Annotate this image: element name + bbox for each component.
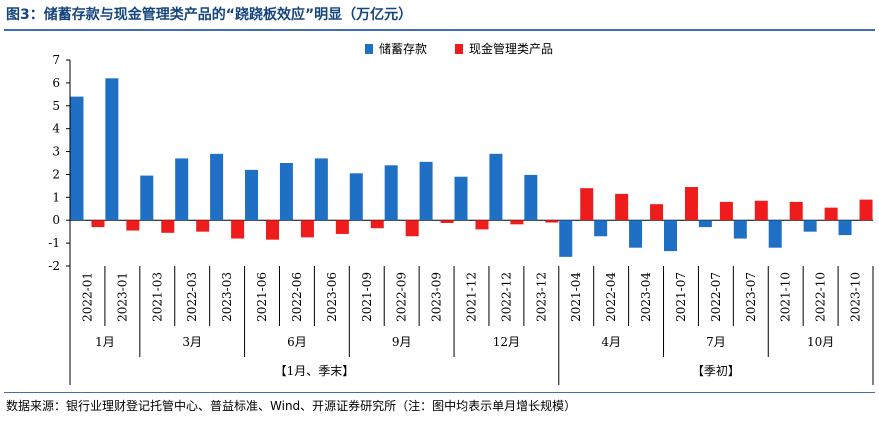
x-tick-label: 2021-07 — [674, 272, 688, 322]
x-tick-label: 2022-01 — [80, 272, 94, 322]
bar-cash — [859, 199, 873, 221]
bar-deposit — [349, 173, 363, 221]
month-group-label: 10月 — [807, 335, 834, 349]
bar-cash — [684, 187, 698, 221]
bar-deposit — [454, 176, 468, 221]
bar-deposit — [105, 78, 119, 221]
y-tick-label: 6 — [52, 76, 60, 90]
bar-deposit — [698, 220, 712, 228]
source-note: 数据来源：银行业理财登记托管中心、普益标准、Wind、开源证券研究所（注：图中均… — [6, 399, 577, 413]
bar-deposit — [175, 158, 189, 221]
x-tick-label: 2023-07 — [744, 272, 758, 322]
month-group-label: 7月 — [706, 335, 726, 349]
chart-title: 图3：储蓄存款与现金管理类产品的“跷跷板效应”明显（万亿元） — [6, 7, 413, 23]
month-group-label: 3月 — [182, 335, 202, 349]
bar-deposit — [663, 220, 677, 252]
bar-cash — [370, 220, 384, 229]
y-tick-label: 4 — [52, 122, 60, 136]
x-tick-label: 2023-09 — [430, 272, 444, 322]
legend-swatch-deposit — [365, 44, 373, 54]
x-tick-label: 2022-10 — [814, 272, 828, 322]
bar-cash — [91, 220, 105, 228]
y-tick-label: 0 — [52, 213, 60, 227]
title-rule — [4, 29, 875, 31]
bar-deposit — [314, 158, 328, 221]
bar-deposit — [210, 153, 224, 221]
bar-deposit — [489, 153, 503, 221]
bar-cash — [161, 220, 175, 233]
bar-deposit — [803, 220, 817, 232]
legend-swatch-cash — [455, 44, 463, 54]
y-tick-label: 7 — [52, 53, 60, 67]
bar-cash — [196, 220, 210, 232]
bar-cash — [126, 220, 140, 231]
bar-cash — [510, 220, 524, 225]
bar-cash — [580, 188, 594, 221]
bar-cash — [719, 201, 733, 221]
bar-cash — [650, 204, 664, 221]
bar-deposit — [140, 175, 154, 221]
x-tick-label: 2023-01 — [115, 272, 129, 322]
x-tick-label: 2022-07 — [709, 272, 723, 322]
bar-cash — [440, 220, 454, 223]
month-group-label: 4月 — [601, 335, 621, 349]
x-tick-label: 2022-09 — [395, 272, 409, 322]
bar-deposit — [559, 220, 573, 257]
x-tick-label: 2022-04 — [604, 272, 618, 322]
bar-deposit — [70, 96, 84, 221]
y-tick-label: 2 — [52, 167, 60, 181]
y-tick-label: 5 — [52, 99, 60, 113]
bar-deposit — [733, 220, 747, 239]
x-tick-label: 2022-03 — [185, 272, 199, 322]
bar-cash — [335, 220, 349, 234]
y-tick-label: -2 — [48, 259, 60, 273]
source-rule — [4, 392, 875, 393]
x-tick-label: 2022-12 — [499, 272, 513, 322]
bar-deposit — [384, 165, 398, 221]
month-group-label: 12月 — [493, 335, 520, 349]
month-group-label: 1月 — [95, 335, 115, 349]
bar-deposit — [279, 163, 293, 221]
chart: 7 6 5 4 3 2 1 0 -1 -2 2022-01 2023-01 2021-03 2022-03… — [48, 41, 874, 385]
y-tick-label: 3 — [52, 145, 60, 159]
bar-cash — [545, 220, 559, 223]
bar-cash — [789, 201, 803, 221]
y-tick-label: 1 — [52, 190, 60, 204]
x-tick-label: 2021-04 — [569, 272, 583, 322]
x-tick-label: 2023-10 — [849, 272, 863, 322]
bar-cash — [615, 193, 629, 221]
bar-deposit — [245, 169, 259, 221]
x-tick-label: 2023-06 — [325, 272, 339, 322]
x-tick-label: 2023-03 — [220, 272, 234, 322]
month-group-label: 9月 — [392, 335, 412, 349]
bar-deposit — [629, 220, 643, 248]
x-tick-label: 2021-09 — [360, 272, 374, 322]
bar-deposit — [768, 220, 782, 248]
x-tick-label: 2021-10 — [779, 272, 793, 322]
bar-deposit — [838, 220, 852, 236]
x-tick-label: 2022-06 — [290, 272, 304, 322]
bar-cash — [754, 200, 768, 221]
legend-label-deposit: 储蓄存款 — [379, 41, 427, 56]
bar-cash — [300, 220, 314, 238]
x-tick-label: 2021-12 — [465, 272, 479, 322]
bar-deposit — [419, 161, 433, 221]
bar-cash — [475, 220, 489, 230]
bar-cash — [405, 220, 419, 237]
y-tick-label: -1 — [48, 236, 60, 250]
x-tick-label: 2023-12 — [534, 272, 548, 322]
bar-cash — [266, 220, 280, 240]
super-group-label: 【1月、季末】 — [275, 364, 355, 378]
bar-deposit — [524, 174, 538, 221]
bar-deposit — [594, 220, 608, 237]
bar-cash — [231, 220, 245, 239]
bar-cash — [824, 207, 838, 221]
super-group-label: 【季初】 — [692, 364, 740, 378]
x-tick-label: 2021-06 — [255, 272, 269, 322]
x-tick-label: 2021-03 — [150, 272, 164, 322]
legend-label-cash: 现金管理类产品 — [469, 41, 553, 56]
month-group-label: 6月 — [287, 335, 307, 349]
x-tick-label: 2023-04 — [639, 272, 653, 322]
